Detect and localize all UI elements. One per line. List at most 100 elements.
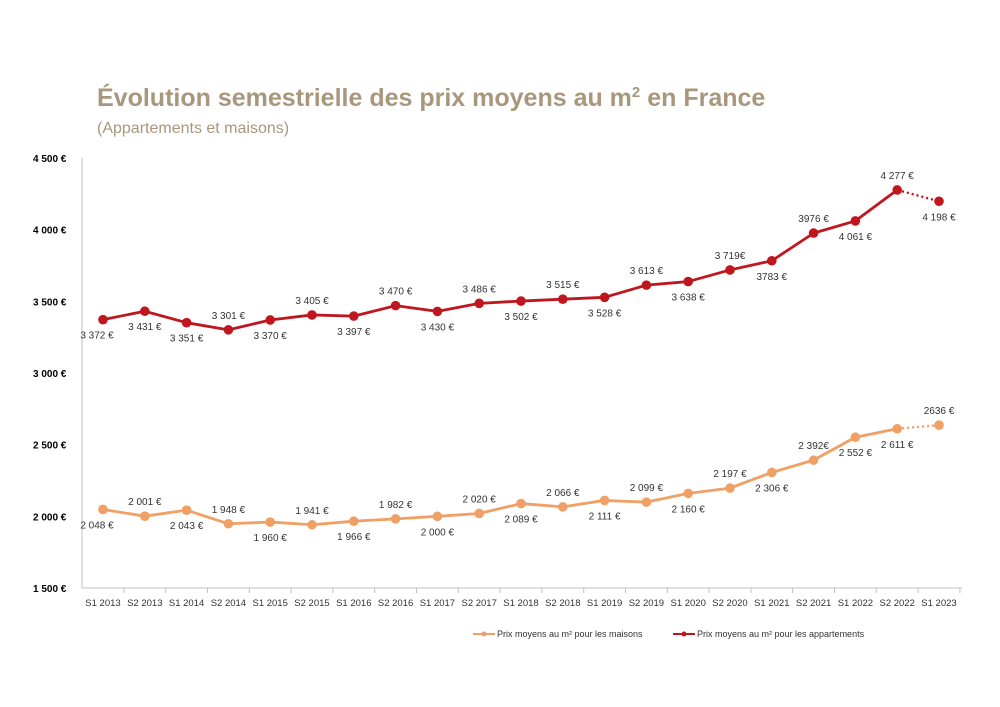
data-label: 4 061 €	[839, 232, 873, 243]
data-label: 2 552 €	[839, 448, 873, 459]
data-label: 3 372 €	[80, 331, 114, 342]
data-point	[432, 511, 443, 522]
data-point	[892, 423, 902, 434]
data-point	[808, 455, 819, 465]
data-label: 1 960 €	[254, 533, 288, 544]
data-point	[349, 516, 359, 527]
data-point	[181, 317, 192, 328]
data-label: 3 370 €	[254, 331, 288, 342]
x-tick-label: S2 2020	[712, 598, 747, 609]
x-tick-label: S2 2015	[294, 598, 329, 609]
data-point	[725, 483, 735, 493]
data-label: 3 719€	[715, 251, 746, 262]
legend-entry: Prix moyens au m² pour les appartements	[673, 629, 865, 639]
x-tick-label: S1 2017	[420, 598, 455, 609]
data-point	[223, 518, 234, 529]
data-label: 3 405 €	[295, 296, 329, 307]
data-point	[934, 420, 944, 430]
x-tick-label: S1 2022	[838, 598, 873, 609]
data-label: 2 000 €	[421, 527, 455, 538]
data-label: 3 351 €	[170, 334, 204, 345]
series-line	[102, 188, 899, 332]
series-maisons: 2 048 € 2 001 € 2 043 € 1 948 € 1 960 € 1 941…	[80, 406, 954, 544]
x-tick-label: S1 2013	[85, 598, 120, 609]
data-label: 2 160 €	[672, 504, 706, 515]
data-point	[516, 498, 526, 509]
y-tick-label: 4 000 €	[33, 226, 67, 237]
data-point	[223, 325, 234, 335]
y-axis: 1 500 € 2 000 € 2 500 € 3 000 € 3 500 € 4 000…	[33, 154, 83, 595]
x-tick-label: S2 2018	[545, 598, 580, 609]
data-label: 2 111 €	[589, 511, 621, 522]
data-label: 3 431 €	[128, 322, 162, 333]
data-point	[683, 488, 693, 499]
data-point	[641, 497, 652, 507]
data-label: 2 043 €	[170, 521, 204, 532]
data-label: 2 048 €	[80, 520, 114, 531]
legend-entry: Prix moyens au m² pour les maisons	[473, 629, 643, 639]
x-tick-label: S1 2018	[503, 598, 538, 609]
data-point	[265, 517, 276, 527]
legend-label: Prix moyens au m² pour les appartements	[697, 629, 865, 639]
data-point	[599, 292, 610, 303]
data-point	[641, 280, 652, 290]
x-tick-label: S2 2021	[796, 598, 831, 609]
data-point	[850, 432, 861, 443]
y-tick-label: 4 500 €	[33, 154, 67, 165]
x-tick-label: S1 2020	[670, 598, 705, 609]
data-label: 2 099 €	[630, 483, 664, 494]
data-point	[349, 311, 359, 321]
data-label: 3 301 €	[212, 311, 246, 322]
legend-label: Prix moyens au m² pour les maisons	[497, 629, 643, 639]
data-label: 3 502 €	[504, 312, 538, 323]
data-label: 2 089 €	[504, 515, 538, 526]
data-point	[307, 519, 317, 530]
data-point	[474, 508, 485, 519]
legend-marker	[681, 631, 687, 637]
data-label: 3 638 €	[672, 293, 706, 304]
legend: Prix moyens au m² pour les maisons Prix m…	[473, 629, 865, 639]
data-point	[850, 216, 861, 226]
data-label: 2 392€	[798, 441, 829, 452]
data-point	[558, 294, 568, 304]
data-point	[599, 495, 610, 506]
data-point	[390, 300, 401, 311]
series-appartements: 3 372 € 3 431 € 3 351 € 3 301 € 3 370 € 3 405…	[80, 171, 956, 345]
series-layer: 3 372 € 3 431 € 3 351 € 3 301 € 3 370 € 3 405…	[80, 171, 956, 544]
legend-marker	[481, 631, 487, 637]
data-point	[767, 467, 777, 478]
data-point	[808, 228, 819, 238]
x-tick-label: S2 2014	[211, 598, 246, 609]
chart-title: Évolution semestrielle des prix moyens a…	[97, 84, 766, 112]
data-point	[140, 511, 150, 521]
data-label: 3 515 €	[546, 280, 580, 291]
data-label: 1 941 €	[295, 506, 329, 517]
data-point	[98, 504, 108, 515]
x-tick-label: S1 2019	[587, 598, 622, 609]
y-tick-label: 2 500 €	[33, 441, 67, 452]
data-label: 2 306 €	[755, 483, 789, 494]
data-point	[140, 306, 150, 317]
x-tick-label: S2 2016	[378, 598, 413, 609]
data-label: 4 198 €	[922, 212, 956, 223]
y-tick-label: 2 000 €	[33, 512, 67, 523]
data-label: 3 486 €	[463, 284, 497, 295]
data-label: 2 001 €	[128, 497, 162, 508]
x-tick-label: S1 2016	[336, 598, 371, 609]
data-point	[516, 296, 526, 306]
data-point	[558, 502, 568, 512]
x-tick-label: S1 2021	[754, 598, 789, 609]
data-label: 1 982 €	[379, 500, 413, 511]
x-tick-label: S1 2015	[252, 598, 287, 609]
data-label: 3 397 €	[337, 327, 371, 338]
data-point	[432, 306, 443, 317]
data-label: 1 948 €	[212, 505, 246, 516]
x-tick-label: S1 2023	[921, 598, 956, 609]
data-label: 3783 €	[757, 272, 788, 283]
data-label: 3 528 €	[588, 308, 622, 319]
data-point	[181, 505, 192, 515]
x-tick-label: S2 2019	[629, 598, 664, 609]
x-tick-label: S2 2017	[461, 598, 496, 609]
data-label: 2 020 €	[463, 494, 497, 505]
